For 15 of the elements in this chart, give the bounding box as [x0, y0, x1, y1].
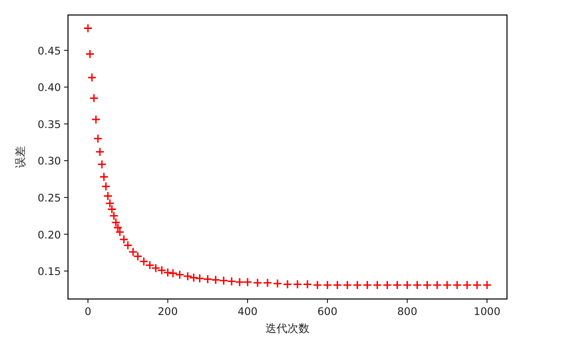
y-axis-title: 误差 [14, 146, 27, 168]
x-tick-label: 800 [397, 306, 418, 318]
y-tick-label: 0.25 [38, 192, 61, 204]
y-tick-label: 0.45 [38, 45, 61, 58]
x-tick-label: 600 [317, 306, 338, 318]
y-tick-label: 0.35 [38, 118, 61, 131]
x-tick-label: 1000 [474, 306, 500, 318]
y-tick-label: 0.15 [38, 266, 61, 278]
x-tick-label: 400 [238, 306, 258, 318]
y-tick-label: 0.40 [38, 82, 61, 94]
x-tick-label: 200 [158, 306, 178, 318]
x-tick-label: 0 [84, 306, 92, 318]
y-tick-label: 0.30 [38, 156, 61, 168]
y-tick-label: 0.20 [38, 229, 61, 242]
x-axis-title: 迭代次数 [266, 322, 310, 335]
